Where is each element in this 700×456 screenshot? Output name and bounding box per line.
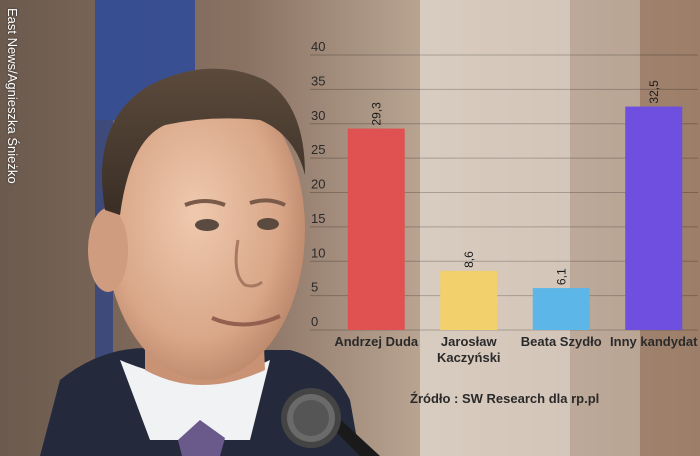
y-tick-label: 0 [311,314,318,329]
value-label: 8,6 [462,251,476,268]
y-tick-label: 20 [311,177,325,192]
y-tick-label: 5 [311,280,318,295]
photo-credit: East News/Agnieszka Śnieżko [4,8,20,228]
photo-credit-text: East News/Agnieszka Śnieżko [5,8,20,184]
value-label: 29,3 [369,102,383,126]
category-label: Kaczyński [437,350,501,365]
bars [347,106,683,330]
bar [440,270,498,330]
bar [532,288,590,330]
y-axis-ticks: 0 5 10 15 20 25 30 35 40 [311,39,325,329]
source-note: Źródło : SW Research dla rp.pl [410,391,600,406]
y-tick-label: 30 [311,108,325,123]
value-label: 6,1 [554,268,568,285]
y-tick-label: 10 [311,245,325,260]
category-label: Jarosław [441,334,498,349]
y-tick-label: 25 [311,142,325,157]
value-label: 32,5 [647,80,661,104]
y-tick-label: 15 [311,211,325,226]
y-tick-label: 40 [311,39,325,54]
bar [625,106,683,330]
bar [347,128,405,330]
y-tick-label: 35 [311,73,325,88]
category-label: Inny kandydat [610,334,698,349]
category-label: Andrzej Duda [334,334,419,349]
value-labels: 29,3 8,6 6,1 32,5 [369,80,661,285]
category-label: Beata Szydło [521,334,602,349]
